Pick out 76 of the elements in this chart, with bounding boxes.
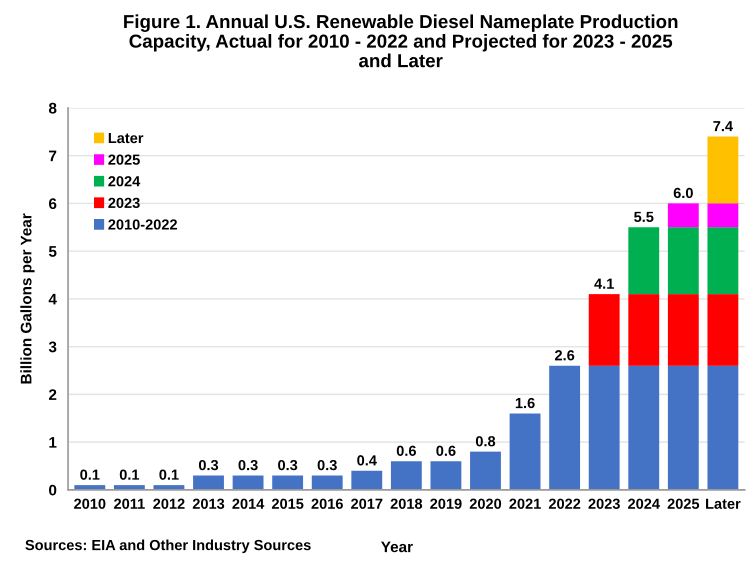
total-label: 0.4 bbox=[357, 455, 377, 466]
bar bbox=[390, 461, 422, 490]
bar bbox=[668, 227, 699, 294]
bar bbox=[707, 203, 738, 228]
y-tick-label: 1 bbox=[49, 437, 57, 448]
y-axis-title: Billion Gallons per Year bbox=[20, 213, 35, 384]
bar bbox=[351, 470, 382, 490]
total-label: 0.8 bbox=[476, 436, 496, 446]
legend-label: 2024 bbox=[108, 176, 140, 186]
total-label: 0.3 bbox=[318, 460, 337, 470]
x-tick-label: 2013 bbox=[192, 498, 224, 509]
bar bbox=[668, 366, 699, 490]
total-label: 0.1 bbox=[120, 470, 140, 480]
x-tick-label: 2023 bbox=[588, 498, 620, 509]
y-tick-label: 8 bbox=[48, 102, 56, 114]
bar bbox=[588, 366, 620, 490]
x-tick-label: 2022 bbox=[548, 498, 580, 509]
bar bbox=[628, 366, 660, 490]
bar bbox=[668, 203, 699, 228]
bar bbox=[193, 476, 224, 490]
total-label: 0.6 bbox=[396, 446, 416, 456]
x-tick-label: 2010 bbox=[74, 498, 106, 509]
bar bbox=[588, 294, 620, 366]
total-label: 5.5 bbox=[634, 212, 654, 222]
total-label: 0.3 bbox=[278, 460, 298, 470]
y-tick-label: 7 bbox=[49, 150, 56, 162]
total-label: 1.6 bbox=[516, 398, 535, 408]
total-label: 7.4 bbox=[713, 121, 733, 132]
total-label: 0.1 bbox=[80, 470, 100, 480]
x-tick-label: 2011 bbox=[114, 498, 145, 509]
x-tick-label: 2025 bbox=[668, 498, 700, 509]
total-label: 4.1 bbox=[594, 278, 614, 289]
bar bbox=[628, 294, 660, 366]
bar bbox=[707, 366, 738, 490]
x-tick-label: 2015 bbox=[272, 498, 304, 509]
bar bbox=[707, 294, 738, 366]
legend-label: 2025 bbox=[108, 154, 140, 165]
y-tick-label: 3 bbox=[48, 342, 56, 352]
x-axis-title: Year bbox=[381, 542, 413, 552]
legend-label: Later bbox=[108, 133, 144, 144]
total-label: 0.3 bbox=[238, 460, 258, 470]
bar bbox=[470, 452, 501, 490]
x-tick-label: Later bbox=[706, 498, 741, 509]
legend-label: 2010-2022 bbox=[108, 219, 177, 230]
x-tick-label: 2016 bbox=[312, 498, 343, 509]
y-tick-label: 2 bbox=[48, 389, 56, 400]
total-label: 6.0 bbox=[674, 188, 693, 198]
x-tick-label: 2017 bbox=[351, 498, 382, 509]
x-tick-label: 2019 bbox=[430, 498, 462, 509]
bar bbox=[232, 476, 264, 490]
source-note: Sources: EIA and Other Industry Sources bbox=[25, 539, 311, 554]
x-tick-label: 2020 bbox=[470, 498, 502, 509]
x-tick-label: 2024 bbox=[628, 498, 660, 509]
x-tick-label: 2021 bbox=[509, 498, 541, 509]
y-tick-label: 5 bbox=[48, 246, 57, 257]
x-tick-label: 2012 bbox=[153, 498, 185, 509]
bar bbox=[272, 476, 304, 490]
bar bbox=[707, 227, 738, 294]
total-label: 0.6 bbox=[436, 446, 456, 456]
x-tick-label: 2018 bbox=[390, 498, 422, 509]
y-tick-label: 6 bbox=[48, 198, 56, 210]
bar bbox=[430, 461, 462, 490]
bar bbox=[312, 476, 343, 490]
bar bbox=[668, 294, 699, 366]
chart-title: Figure 1. Annual U.S. Renewable Diesel Nameplate Production Capacity, Actual for 2010 - 2022 and Projected for 2023 - 2025 and Later bbox=[124, 14, 678, 68]
legend-label: 2023 bbox=[108, 198, 140, 208]
total-label: 0.1 bbox=[159, 470, 179, 480]
total-label: 2.6 bbox=[554, 350, 574, 360]
y-tick-label: 0 bbox=[49, 484, 56, 496]
bar bbox=[707, 136, 738, 204]
bar bbox=[628, 227, 660, 294]
y-tick-label: 4 bbox=[48, 294, 57, 304]
total-label: 0.3 bbox=[198, 460, 218, 470]
bar bbox=[510, 413, 540, 490]
x-tick-label: 2014 bbox=[232, 498, 264, 509]
bar bbox=[549, 366, 580, 490]
